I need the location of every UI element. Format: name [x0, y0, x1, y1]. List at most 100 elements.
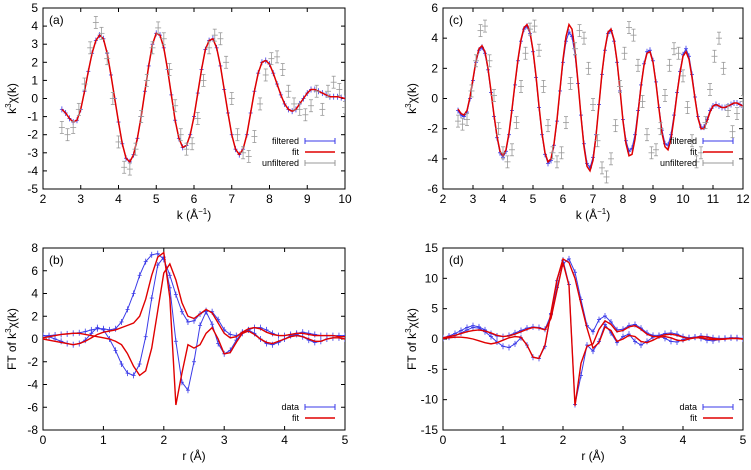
y-tick-label: 4 [431, 31, 438, 45]
x-tick-label: 9 [650, 192, 657, 206]
y-tick-label: -4 [27, 164, 38, 178]
y-axis-label: FT of k3χ(k) [404, 308, 419, 370]
x-tick-label: 2 [560, 433, 567, 447]
y-axis-label-sup: 3 [4, 328, 13, 333]
legend-label-unfiltered: unfiltered [660, 158, 697, 168]
fit-curve-imag [443, 262, 743, 406]
y-tick-label: -4 [427, 152, 438, 166]
x-tick-label: 4 [115, 192, 122, 206]
y-tick-label: 10 [425, 271, 439, 285]
y-axis-label-end: χ(k) [405, 83, 419, 103]
x-axis-label-main: k (Å [576, 207, 597, 222]
y-tick-label: 0 [431, 332, 438, 346]
x-tick-label: 4 [281, 433, 288, 447]
plot-area [43, 250, 345, 406]
y-axis-label-sup: 3 [404, 328, 413, 333]
panel-label: (c) [449, 13, 463, 27]
x-tick-label: 4 [500, 192, 507, 206]
series-fit [61, 32, 345, 164]
plot-frame [42, 7, 346, 190]
series-data [43, 250, 345, 394]
y-tick-label: -2 [27, 355, 38, 369]
legend-label-data: data [679, 402, 697, 412]
x-tick-label: 3 [221, 433, 228, 447]
series-unfiltered [455, 19, 743, 184]
legend-label-filtered: filtered [272, 136, 299, 146]
x-tick-label: 1 [500, 433, 507, 447]
x-tick-label: 5 [342, 433, 349, 447]
y-tick-label: 1 [31, 73, 38, 87]
x-axis-label-end: ) [207, 208, 211, 222]
y-axis-label-sup: 3 [4, 103, 13, 108]
panel-label: (d) [449, 253, 464, 267]
y-tick-label: 2 [431, 61, 438, 75]
legend-label-fit: fit [292, 413, 300, 423]
legend-label-fit: fit [690, 413, 698, 423]
y-tick-label: -5 [27, 182, 38, 196]
y-axis-label-end: χ(k) [5, 83, 19, 103]
y-tick-label: -5 [427, 362, 438, 376]
x-tick-label: 0 [40, 433, 47, 447]
legend-label-filtered: filtered [670, 136, 697, 146]
y-tick-label: -1 [27, 110, 38, 124]
plot-area [443, 255, 743, 408]
x-tick-label: 5 [530, 192, 537, 206]
y-tick-label: 4 [31, 19, 38, 33]
y-tick-label: -8 [27, 423, 38, 437]
y-tick-label: -2 [427, 122, 438, 136]
x-axis-label: k (Å−1) [177, 207, 211, 222]
y-tick-label: 2 [31, 55, 38, 69]
series-fit [443, 257, 743, 406]
x-axis-label-main: k (Å [177, 207, 198, 222]
x-axis-label: k (Å−1) [576, 207, 610, 222]
fit-curve [457, 22, 743, 173]
y-axis-label: FT of k3χ(k) [4, 308, 19, 370]
x-tick-label: 8 [620, 192, 627, 206]
y-tick-label: 2 [31, 309, 38, 323]
y-tick-label: 0 [431, 92, 438, 106]
y-tick-label: -2 [27, 128, 38, 142]
x-axis-label-sup: −1 [198, 207, 208, 216]
x-axis-label-main: r (Å) [581, 448, 604, 463]
y-axis-label: k3χ(k) [404, 83, 419, 114]
y-axis-label-main: k [5, 107, 19, 114]
x-tick-label: 4 [680, 433, 687, 447]
y-tick-label: -6 [27, 400, 38, 414]
panel-label: (b) [49, 253, 64, 267]
series-fit [43, 251, 345, 406]
x-tick-label: 2 [160, 433, 167, 447]
x-tick-label: 10 [676, 192, 690, 206]
x-tick-label: 5 [153, 192, 160, 206]
y-tick-label: 6 [31, 264, 38, 278]
y-tick-label: -15 [421, 423, 439, 437]
y-axis-label-sup: 3 [404, 103, 413, 108]
x-axis-label: r (Å) [182, 448, 205, 463]
x-tick-label: 0 [440, 433, 447, 447]
x-axis-label: r (Å) [581, 448, 604, 463]
y-tick-label: 0 [31, 332, 38, 346]
x-tick-label: 2 [440, 192, 447, 206]
x-tick-label: 6 [560, 192, 567, 206]
y-axis-label-main: FT of k [5, 332, 19, 370]
x-axis-label-sup: −1 [597, 207, 607, 216]
y-tick-label: 5 [431, 302, 438, 316]
y-axis-label-main: k [405, 107, 419, 114]
x-tick-label: 7 [590, 192, 597, 206]
x-tick-label: 5 [740, 433, 747, 447]
filtered-curve [61, 32, 345, 163]
y-tick-label: -6 [427, 182, 438, 196]
y-axis-label: k3χ(k) [4, 83, 19, 114]
x-tick-label: 8 [266, 192, 273, 206]
y-tick-label: 6 [431, 1, 438, 15]
x-tick-label: 1 [100, 433, 107, 447]
series-fit [457, 22, 743, 173]
x-tick-label: 9 [304, 192, 311, 206]
x-tick-label: 12 [736, 192, 750, 206]
y-tick-label: 4 [31, 287, 38, 301]
